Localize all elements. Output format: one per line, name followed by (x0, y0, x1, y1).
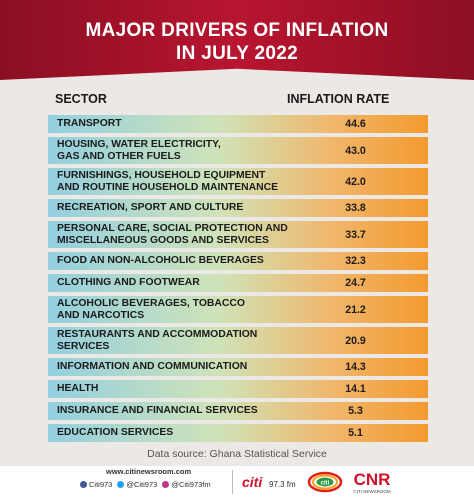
table-row: HEALTH 14.1 (48, 380, 428, 398)
column-header-inflation-rate: INFLATION RATE (287, 92, 390, 106)
table-row: FOOD AN NON-ALCOHOLIC BEVERAGES 32.3 (48, 252, 428, 270)
twitter-handle: @Citi973 (126, 480, 158, 489)
svg-text:CITI NEWSROOM: CITI NEWSROOM (353, 489, 390, 494)
citi-fm-logo: citi 97.3 fm (242, 474, 296, 490)
svg-text:97.3 fm: 97.3 fm (269, 480, 296, 489)
table-row: PERSONAL CARE, SOCIAL PROTECTION AND MIS… (48, 221, 428, 248)
header-banner (0, 0, 474, 80)
inflation-rate-value: 33.7 (345, 228, 366, 241)
twitter-icon (117, 481, 125, 488)
svg-text:CNR: CNR (354, 470, 391, 489)
sector-label: EDUCATION SERVICES (57, 427, 174, 438)
chart-title-line2: IN JULY 2022 (176, 43, 298, 64)
inflation-rate-value: 42.0 (345, 175, 366, 188)
citi-tv-logo: citi (307, 471, 343, 493)
table-row: EDUCATION SERVICES 5.1 (48, 424, 428, 442)
table-row: INFORMATION AND COMMUNICATION 14.3 (48, 358, 428, 376)
table-row: RESTAURANTS AND ACCOMMODATION SERVICES 20… (48, 327, 428, 354)
sector-label: TRANSPORT (57, 118, 122, 129)
inflation-rate-value: 5.3 (348, 405, 363, 417)
inflation-rate-value: 20.9 (345, 334, 366, 347)
table-row: ALCOHOLIC BEVERAGES, TOBACCO AND NARCOTI… (48, 296, 428, 323)
table-row: CLOTHING AND FOOTWEAR 24.7 (48, 274, 428, 292)
table-row: INSURANCE AND FINANCIAL SERVICES 5.3 (48, 402, 428, 420)
facebook-icon (80, 481, 87, 488)
footer-bar: www.citinewsroom.com Citi973 @Citi973 @C… (0, 466, 474, 498)
inflation-rate-value: 44.6 (345, 118, 366, 130)
table-row: TRANSPORT 44.6 (48, 115, 428, 133)
cnr-logo: CNR CITI NEWSROOM (353, 470, 391, 494)
inflation-rate-value: 5.1 (348, 427, 363, 439)
sector-label: RESTAURANTS AND ACCOMMODATION SERVICES (57, 328, 258, 352)
chart-title-line1: MAJOR DRIVERS OF INFLATION (85, 20, 389, 41)
sector-label: CLOTHING AND FOOTWEAR (57, 277, 200, 288)
social-twitter[interactable]: @Citi973 (117, 480, 157, 489)
sector-label: INSURANCE AND FINANCIAL SERVICES (57, 405, 258, 416)
data-source-note: Data source: Ghana Statistical Service (147, 448, 327, 460)
table-row: FURNISHINGS, HOUSEHOLD EQUIPMENT AND ROU… (48, 168, 428, 195)
column-header-sector: SECTOR (55, 92, 107, 106)
table-row: RECREATION, SPORT AND CULTURE 33.8 (48, 199, 428, 217)
inflation-rate-value: 24.7 (345, 277, 366, 289)
footer-divider (232, 470, 233, 494)
social-facebook[interactable]: Citi973 (80, 480, 112, 489)
sector-label: FURNISHINGS, HOUSEHOLD EQUIPMENT AND ROU… (57, 169, 279, 193)
inflation-rate-value: 21.2 (345, 303, 366, 316)
inflation-rate-value: 14.1 (345, 383, 366, 395)
sector-label: PERSONAL CARE, SOCIAL PROTECTION AND MIS… (57, 222, 288, 246)
sector-label: ALCOHOLIC BEVERAGES, TOBACCO AND NARCOTI… (57, 297, 246, 321)
sector-label: FOOD AN NON-ALCOHOLIC BEVERAGES (57, 255, 264, 266)
svg-text:citi: citi (242, 474, 263, 490)
website-url[interactable]: www.citinewsroom.com (106, 467, 192, 476)
sector-label: HEALTH (57, 383, 99, 394)
social-handles: Citi973 @Citi973 @Citi973fm (80, 480, 211, 489)
social-instagram[interactable]: @Citi973fm (162, 480, 211, 489)
inflation-rate-value: 14.3 (345, 361, 366, 373)
table-row: HOUSING, WATER ELECTRICITY, GAS AND OTHE… (48, 137, 428, 164)
sector-label: RECREATION, SPORT AND CULTURE (57, 202, 244, 213)
sector-label: HOUSING, WATER ELECTRICITY, GAS AND OTHE… (57, 138, 221, 162)
instagram-handle: @Citi973fm (171, 480, 211, 489)
inflation-rate-value: 33.8 (345, 202, 366, 214)
inflation-rate-value: 32.3 (345, 255, 366, 267)
instagram-icon (162, 481, 170, 488)
sector-label: INFORMATION AND COMMUNICATION (57, 361, 248, 372)
svg-text:citi: citi (321, 481, 330, 487)
inflation-rate-value: 43.0 (345, 144, 366, 157)
facebook-handle: Citi973 (89, 480, 113, 489)
